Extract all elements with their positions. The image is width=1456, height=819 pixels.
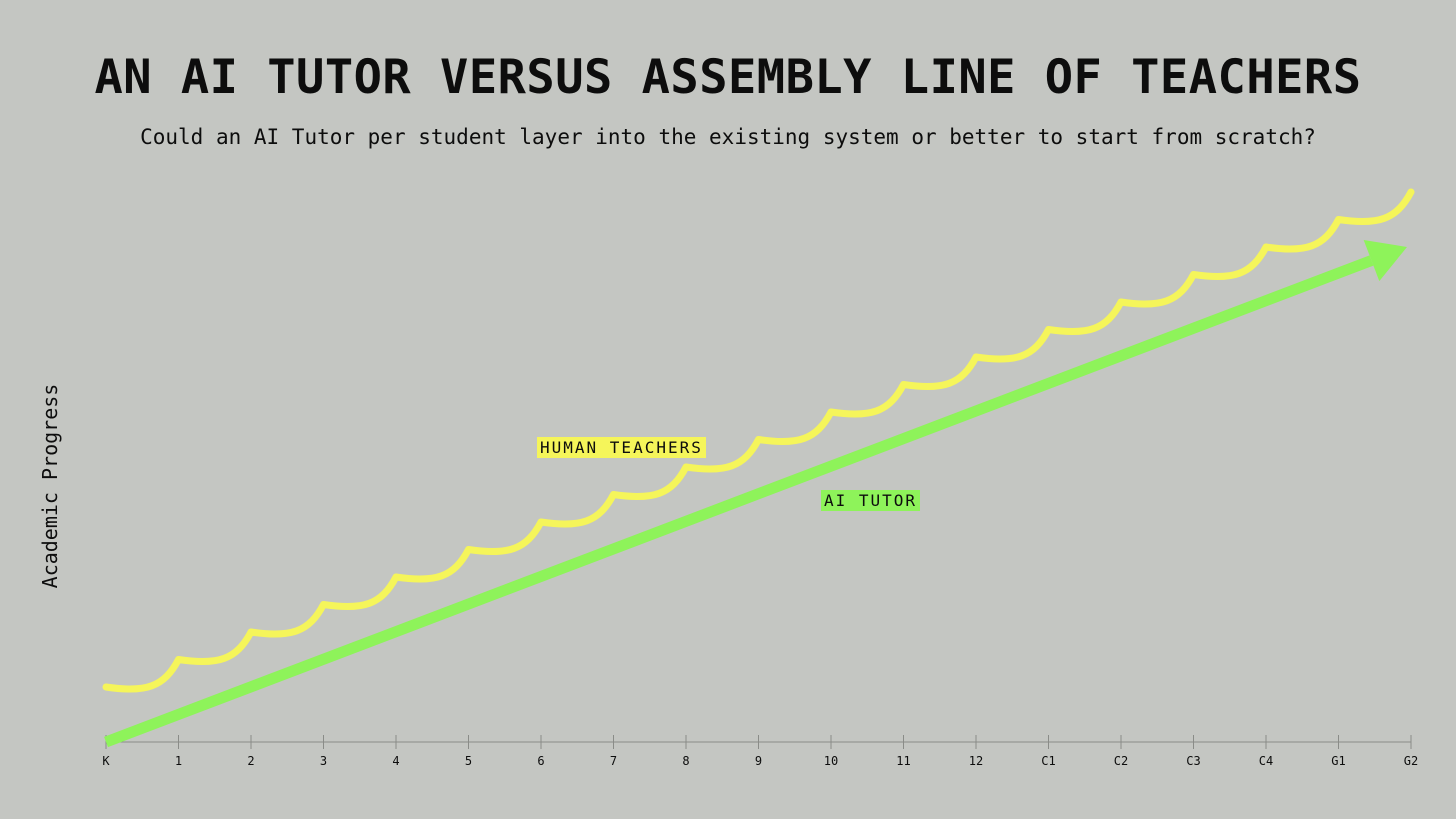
series-group — [102, 188, 1415, 748]
series-line-ai-tutor — [104, 255, 1374, 748]
x-tick-label: 12 — [969, 754, 983, 768]
x-tick-label: 5 — [465, 754, 472, 768]
x-axis: K 1 2 3 4 5 6 7 8 9 10 11 12 C1 C2 C3 C4 G1 G2 — [102, 735, 1418, 768]
chart-subtitle: Could an AI Tutor per student layer into… — [140, 125, 1316, 149]
x-tick-label: 2 — [247, 754, 254, 768]
ai-tutor-arrowhead — [1363, 239, 1407, 282]
x-tick-label: 10 — [824, 754, 838, 768]
x-tick-label: 4 — [392, 754, 399, 768]
x-tick-label: 7 — [610, 754, 617, 768]
x-tick-label: 6 — [537, 754, 544, 768]
chart-title: AN AI TUTOR VERSUS ASSEMBLY LINE OF TEAC… — [94, 50, 1362, 105]
x-tick-label: 11 — [896, 754, 910, 768]
x-tick-label: C4 — [1259, 754, 1273, 768]
x-tick-label: K — [102, 754, 110, 768]
x-tick-label: G2 — [1404, 754, 1418, 768]
series-label-ai-tutor: AI TUTOR — [821, 490, 921, 511]
x-tick-label: C1 — [1041, 754, 1055, 768]
series-line-human-teachers — [102, 188, 1415, 693]
x-tick-label: C3 — [1186, 754, 1200, 768]
x-tick-label: 8 — [682, 754, 689, 768]
series-label-human-teachers: HUMAN TEACHERS — [537, 437, 706, 458]
x-tick-label: C2 — [1114, 754, 1128, 768]
x-tick-label: 9 — [755, 754, 762, 768]
x-tick-label: G1 — [1331, 754, 1345, 768]
x-tick-label: 1 — [175, 754, 182, 768]
x-tick-label: 3 — [320, 754, 327, 768]
